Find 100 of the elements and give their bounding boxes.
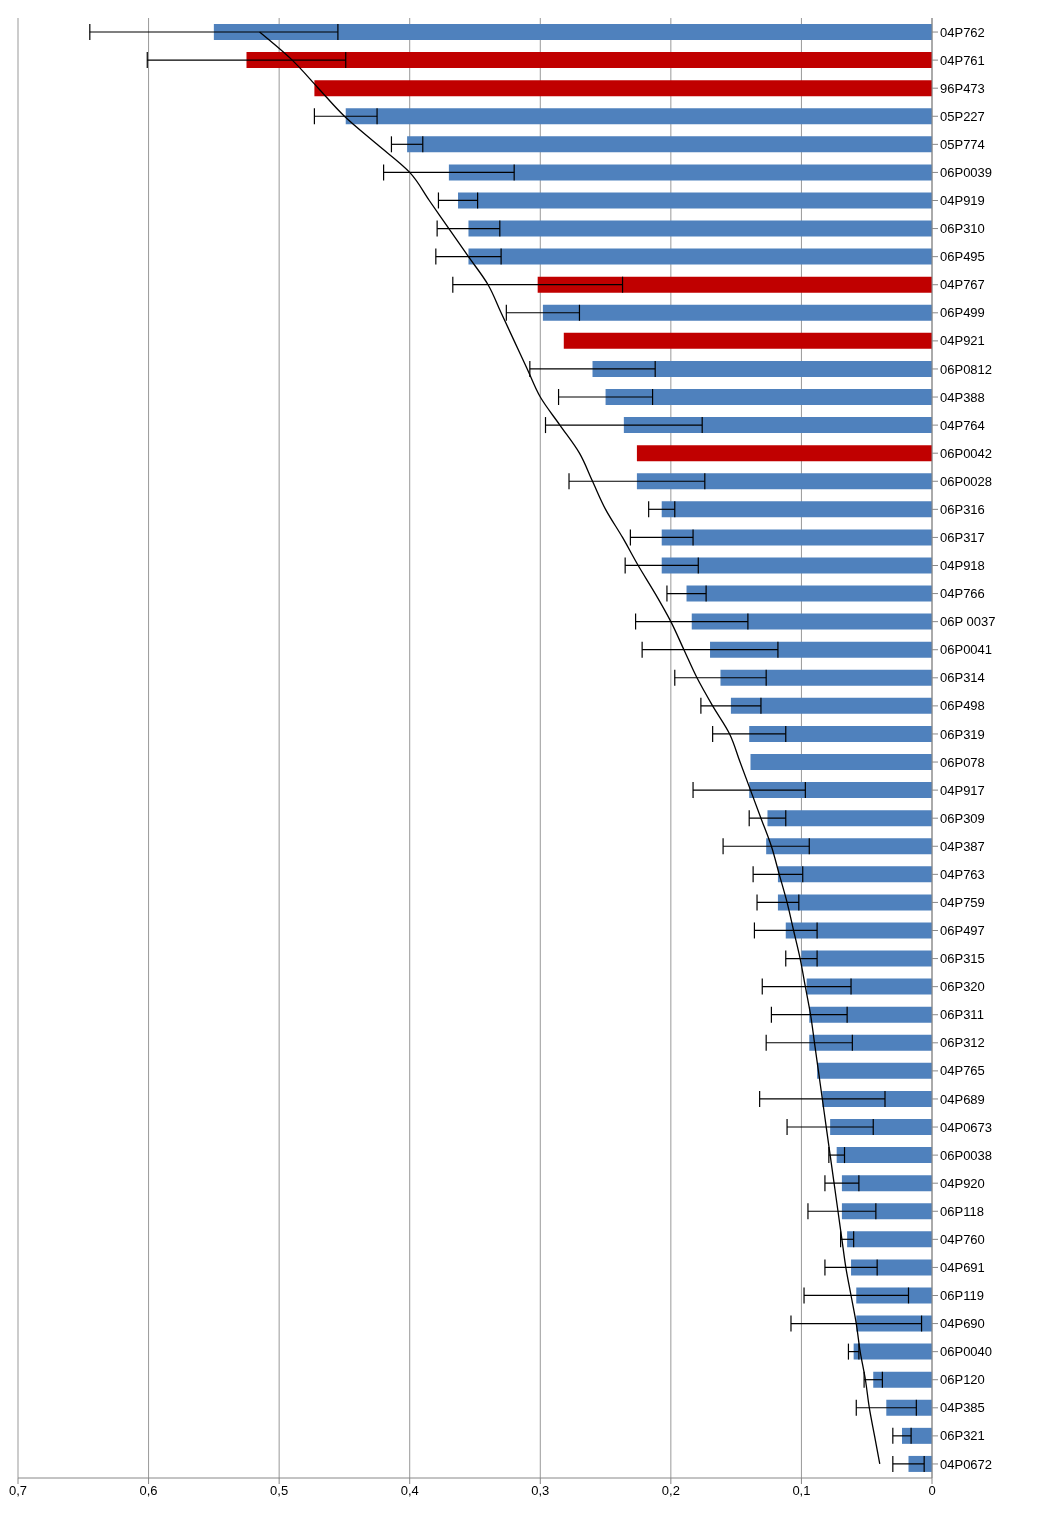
bar xyxy=(853,1343,932,1360)
y-tick-label: 04P387 xyxy=(940,838,985,854)
y-tick-label: 06P119 xyxy=(940,1288,984,1304)
y-tick-label: 04P385 xyxy=(940,1400,985,1416)
y-tick-label: 04P761 xyxy=(940,52,985,68)
bar xyxy=(767,810,932,827)
y-tick-label: 04P762 xyxy=(940,24,985,40)
y-tick-label: 04P921 xyxy=(940,333,985,349)
bar xyxy=(886,1399,932,1416)
y-tick-label: 06P314 xyxy=(940,670,985,686)
y-tick-label: 06P120 xyxy=(940,1372,985,1388)
bar xyxy=(448,164,932,181)
bar xyxy=(636,473,932,490)
bar xyxy=(785,922,932,939)
bar xyxy=(407,136,932,153)
y-tick-label: 04P918 xyxy=(940,558,985,574)
bar xyxy=(623,417,932,434)
bar xyxy=(766,838,932,855)
bar xyxy=(213,24,932,40)
y-tick-label: 04P764 xyxy=(940,417,985,433)
y-tick-label: 04P690 xyxy=(940,1316,985,1332)
bar xyxy=(468,220,932,237)
bar xyxy=(750,754,932,770)
y-tick-label: 06P0028 xyxy=(940,473,993,489)
y-tick-label: 06P0042 xyxy=(940,445,993,461)
y-tick-label: 04P917 xyxy=(940,782,985,798)
bar xyxy=(691,613,932,630)
bar xyxy=(730,697,932,714)
bar xyxy=(246,52,932,69)
y-tick-label: 06P 0037 xyxy=(940,614,996,630)
bar xyxy=(777,894,932,911)
x-tick-label: 0,5 xyxy=(270,1483,289,1499)
bar xyxy=(710,641,932,658)
bar xyxy=(314,80,932,97)
bar xyxy=(830,1119,932,1135)
bar xyxy=(661,557,932,574)
y-tick-label: 06P312 xyxy=(940,1035,985,1051)
y-tick-label: 06P498 xyxy=(940,698,985,714)
bar xyxy=(836,1147,932,1164)
bar xyxy=(542,304,932,321)
bar xyxy=(817,1062,932,1079)
y-tick-label: 04P0672 xyxy=(940,1456,993,1472)
y-tick-label: 04P920 xyxy=(940,1175,985,1191)
y-tick-label: 06P499 xyxy=(940,305,985,321)
bar xyxy=(809,1034,932,1051)
x-tick-label: 0,4 xyxy=(400,1483,419,1499)
y-tick-label: 06P321 xyxy=(940,1428,985,1444)
y-tick-label: 04P0673 xyxy=(940,1119,993,1135)
y-tick-label: 06P0038 xyxy=(940,1147,993,1163)
y-tick-label: 06P309 xyxy=(940,810,985,826)
y-tick-label: 06P320 xyxy=(940,979,985,995)
y-tick-label: 04P763 xyxy=(940,866,985,882)
x-tick-label: 0,3 xyxy=(531,1483,550,1499)
bar xyxy=(605,389,932,405)
y-tick-label: 06P317 xyxy=(940,530,985,546)
y-tick-label: 06P118 xyxy=(940,1203,984,1219)
bar xyxy=(749,782,932,799)
x-tick-label: 0,7 xyxy=(8,1483,28,1499)
bar xyxy=(841,1203,932,1220)
bar xyxy=(809,1006,932,1023)
bar xyxy=(806,978,932,995)
y-tick-label: 06P315 xyxy=(940,951,985,967)
y-tick-label: 06P495 xyxy=(940,249,985,265)
y-tick-label: 04P760 xyxy=(940,1231,985,1247)
y-tick-label: 04P388 xyxy=(940,389,985,405)
bar xyxy=(801,950,932,967)
y-tick-label: 06P497 xyxy=(940,923,985,939)
bar xyxy=(661,529,932,546)
x-tick-label: 0,2 xyxy=(661,1483,680,1499)
y-tick-label: 06P0041 xyxy=(940,642,993,658)
y-tick-label: 04P765 xyxy=(940,1063,985,1079)
y-tick-label: 06P316 xyxy=(940,501,985,517)
bar xyxy=(563,332,932,349)
y-tick-label: 04P767 xyxy=(940,277,985,293)
bar xyxy=(661,501,932,518)
y-tick-label: 05P774 xyxy=(940,136,985,152)
bar xyxy=(468,248,932,265)
bar xyxy=(686,585,932,602)
bar xyxy=(841,1175,932,1192)
bar xyxy=(851,1259,932,1276)
bar xyxy=(847,1231,932,1248)
y-tick-label: 06P0040 xyxy=(940,1344,993,1360)
y-tick-label: 04P691 xyxy=(940,1260,985,1276)
y-tick-label: 04P689 xyxy=(940,1091,985,1107)
y-tick-label: 96P473 xyxy=(940,80,985,96)
bar xyxy=(873,1371,932,1388)
bar xyxy=(749,725,932,742)
y-tick-label: 06P311 xyxy=(940,1007,984,1023)
bar xyxy=(856,1287,932,1304)
x-tick-label: 0,1 xyxy=(792,1483,811,1499)
y-tick-label: 06P0812 xyxy=(940,361,993,377)
bar xyxy=(777,866,932,883)
bar xyxy=(458,192,932,209)
bar xyxy=(592,360,932,377)
y-tick-label: 05P227 xyxy=(940,108,985,124)
x-tick-label: 0,6 xyxy=(139,1483,158,1499)
y-tick-label: 06P319 xyxy=(940,726,985,742)
bar xyxy=(856,1315,932,1332)
bar xyxy=(636,445,932,462)
y-tick-label: 06P310 xyxy=(940,221,985,237)
